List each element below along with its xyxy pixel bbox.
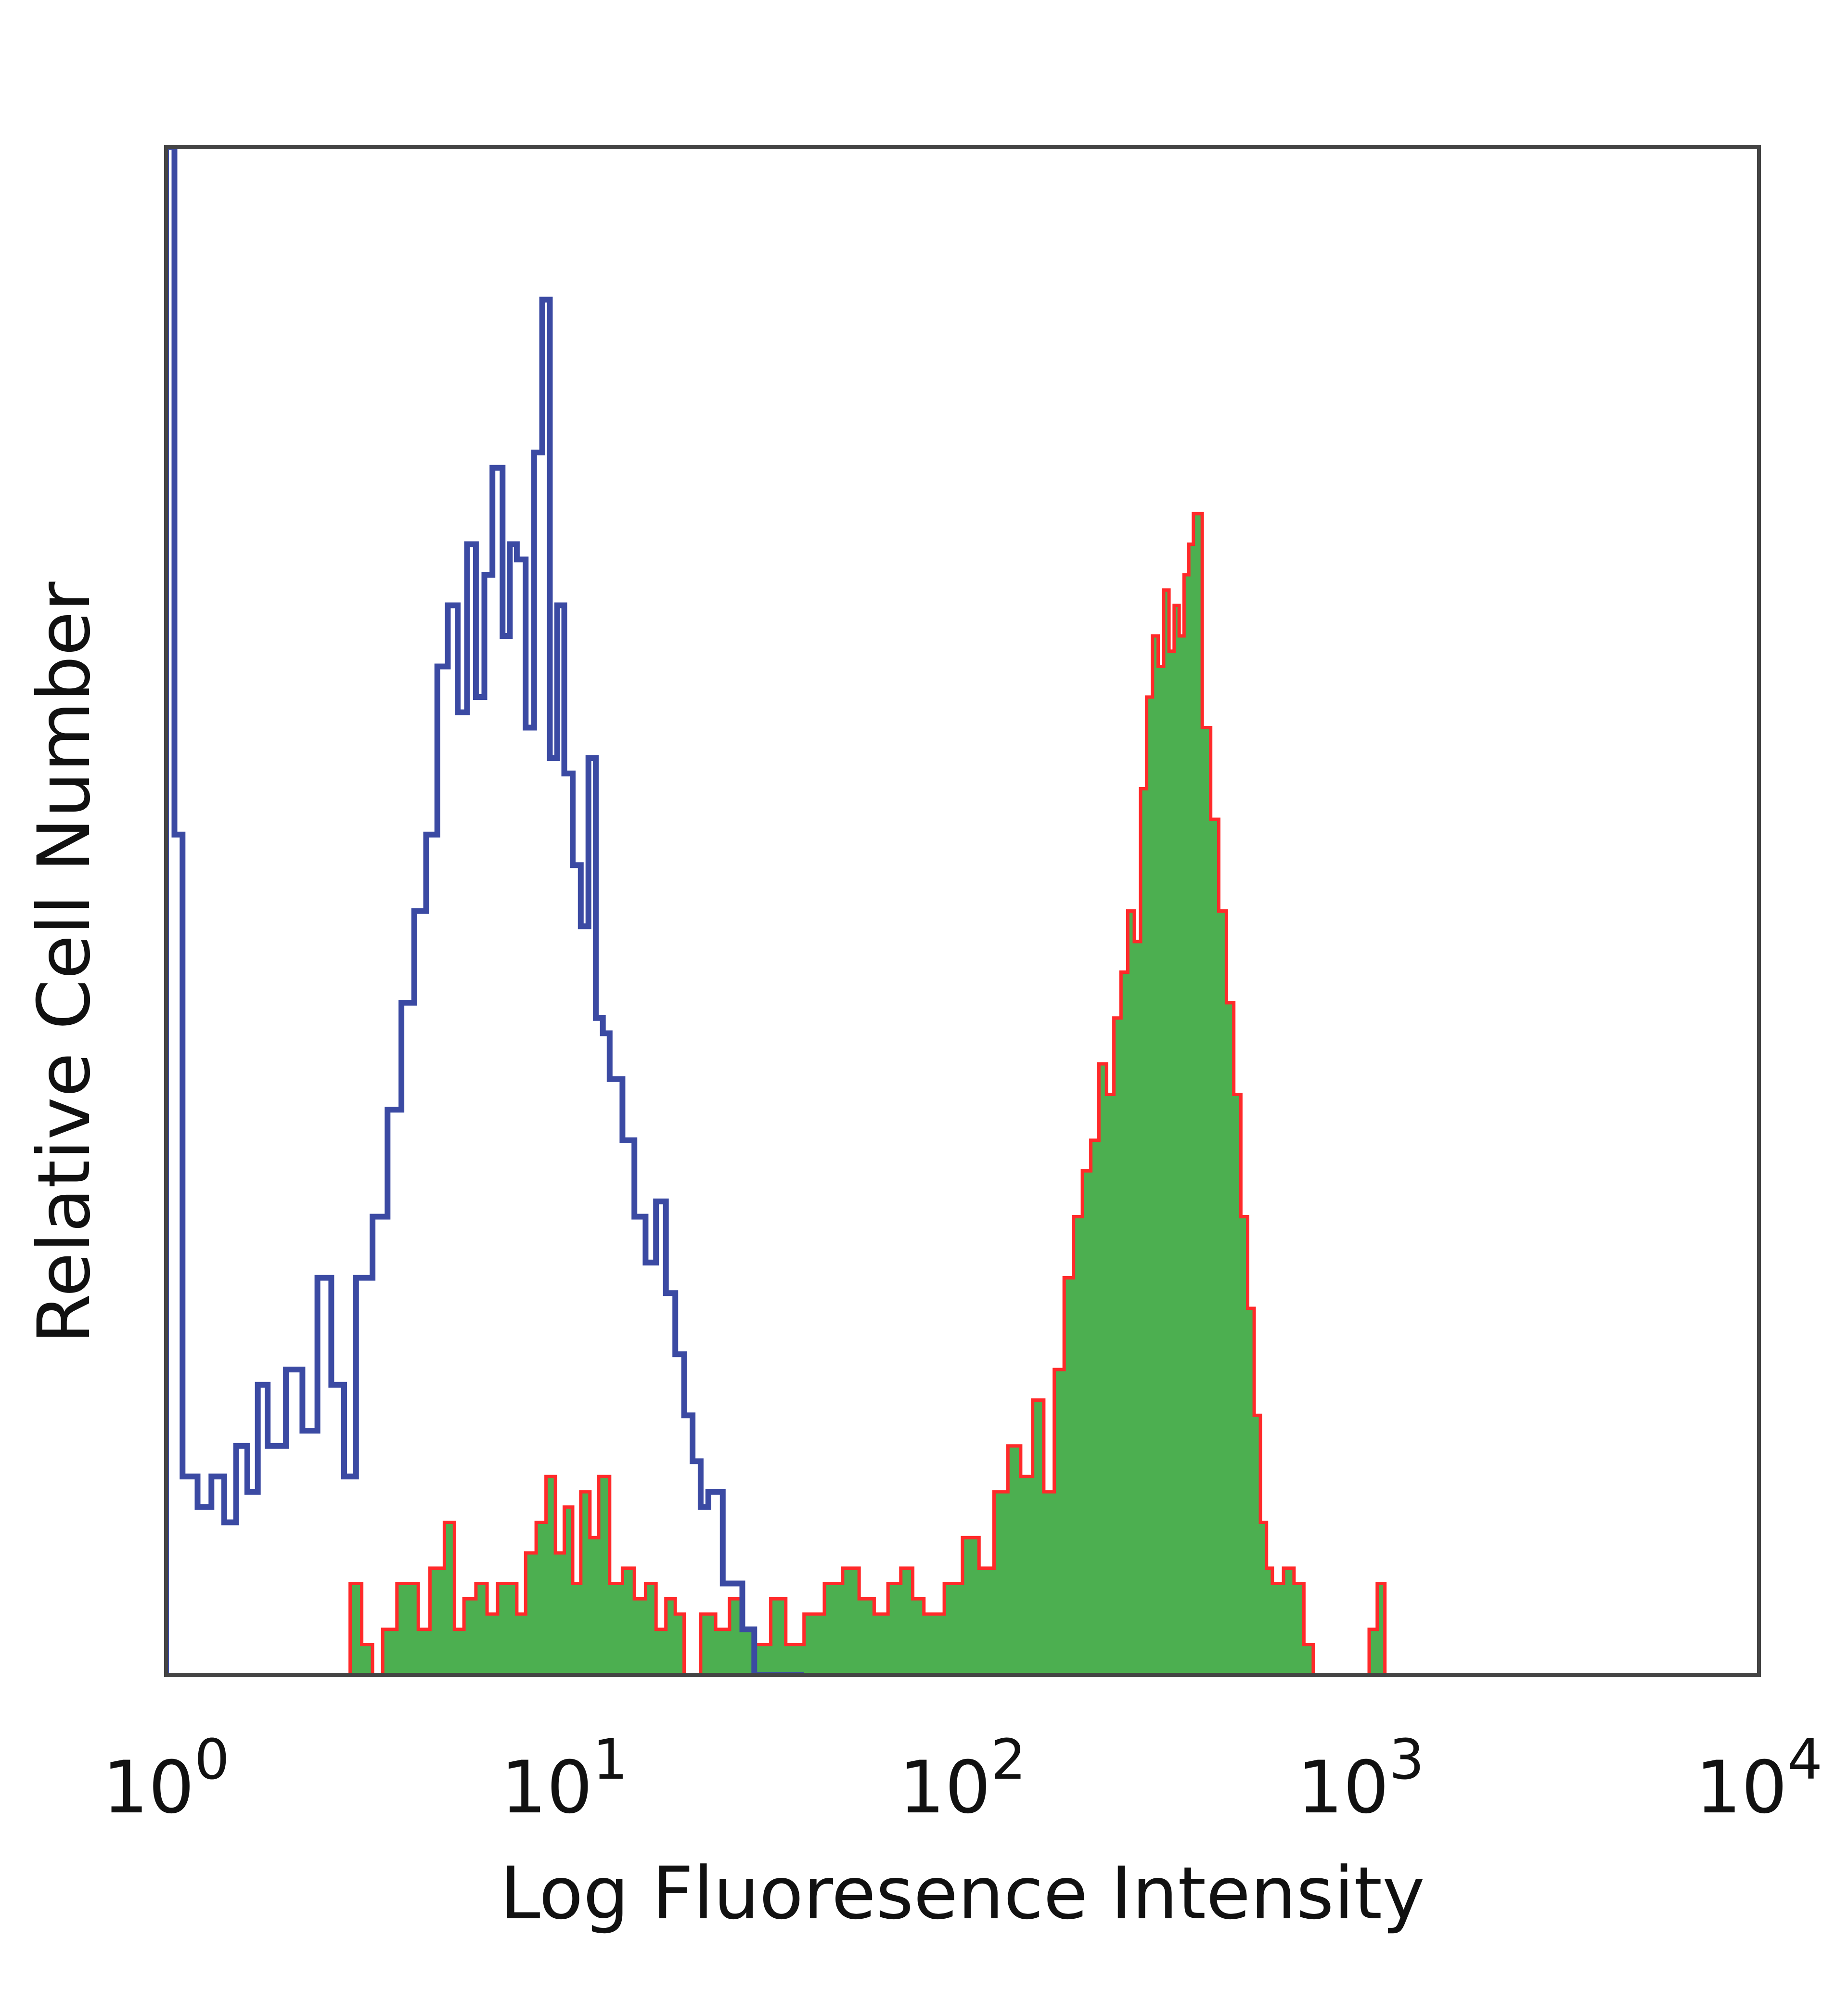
x-axis-label: Log Fluoresence Intensity [500,1852,1425,1936]
x-tick-label-2: 102 [899,1728,1026,1830]
x-tick-label-3: 103 [1297,1728,1424,1830]
x-tick-label-0: 100 [103,1728,230,1830]
unstained-histogram-line [166,147,804,1675]
x-tick-labels: 100 101 102 103 104 [103,1728,1822,1830]
stained-histogram-fill [166,512,1387,1675]
x-tick-label-4: 104 [1695,1728,1822,1830]
plot-frame [164,145,1761,1677]
y-axis-label: Relative Cell Number [23,582,106,1344]
x-tick-label-1: 101 [500,1728,628,1830]
